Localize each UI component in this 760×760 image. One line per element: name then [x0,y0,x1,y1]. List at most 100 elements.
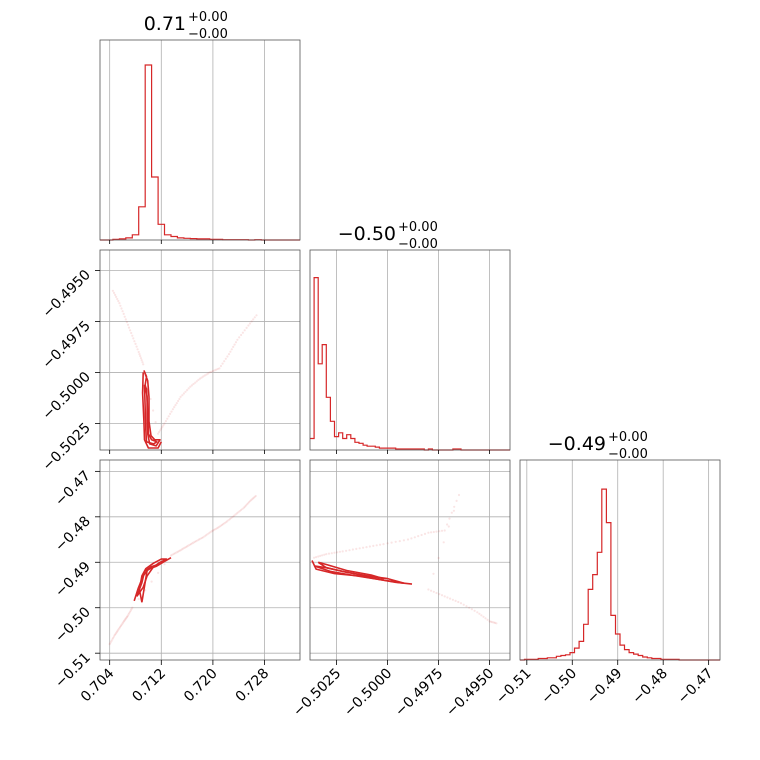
sample-point [480,614,483,617]
sample-point [194,381,197,384]
sample-point [330,552,333,555]
y-tick-label: −0.47 [52,468,94,510]
sample-point [243,329,246,332]
sample-point [177,399,180,403]
sample-point [234,513,237,516]
sample-point [207,372,210,375]
scatter-panel-frame [99,459,301,661]
density-contour [141,372,163,449]
sample-point [248,500,251,504]
sample-point [195,540,198,543]
sample-point [319,554,322,558]
sample-point [120,307,123,310]
panel-title-upper-error: +0.00 [188,10,228,25]
sample-point [210,370,213,373]
sample-point [208,371,211,374]
panel-title-value: −0.49 [548,433,606,455]
density-contour [143,384,158,445]
sample-point [442,541,445,544]
sample-point [140,359,143,362]
sample-point [423,532,427,536]
sample-point [226,355,229,358]
sample-point [228,518,231,521]
sample-point [402,539,405,542]
sample-point [432,590,435,593]
sample-point [135,345,138,348]
sample-point [124,617,127,620]
sample-point [163,563,166,566]
sample-point [240,333,243,337]
sample-point [173,406,176,409]
sample-point [454,599,457,603]
sample-point [182,547,185,550]
panel-title-lower-error: −0.00 [608,447,648,462]
histogram-step-line [310,277,510,451]
sample-point [443,529,446,532]
sample-point [197,538,201,541]
sample-point [217,526,220,529]
sample-point [213,528,216,531]
sample-point [109,641,112,644]
sample-point [118,302,121,305]
x-tick-label: −0.49 [584,666,626,708]
sample-point [452,509,455,512]
sample-point [200,536,203,540]
sample-point [184,390,187,393]
sample-point [470,608,473,611]
sample-point [124,618,127,621]
sample-point [482,615,485,618]
sample-point [413,536,416,539]
sample-point [131,334,134,337]
sample-point [202,536,205,539]
sample-point [166,417,169,420]
sample-point [430,531,433,534]
sample-point [157,432,160,435]
sample-point [116,297,119,301]
sample-point [112,291,116,294]
sample-point [478,612,481,615]
sample-point [432,572,435,575]
sample-point [124,318,127,321]
sample-point [224,357,227,360]
sample-point [223,522,226,525]
sample-point [220,523,223,527]
x-tick-label: −0.47 [675,666,717,708]
sample-point [241,507,244,510]
sample-point [115,295,118,298]
sample-point [134,342,137,345]
sample-point [249,499,252,502]
sample-point [186,545,189,548]
density-contour [133,557,172,602]
sample-point [240,508,243,512]
sample-point [190,384,193,387]
sample-point [172,552,175,556]
sample-point [250,498,253,501]
panel-title-lower-error: −0.00 [188,27,228,42]
sample-point [250,320,253,323]
sample-point [205,373,208,376]
sample-point [159,429,162,432]
sample-point [123,619,126,622]
sample-point [126,614,129,618]
sample-point [358,547,361,550]
sample-point [213,369,216,372]
sample-point [198,377,202,380]
sample-point [204,534,208,537]
sample-point [440,594,444,597]
sample-point [247,502,250,505]
sample-point [127,613,130,616]
histogram-step-line [100,64,300,241]
sample-point [427,531,430,534]
sample-point [488,620,491,623]
sample-point [238,336,241,339]
y-tick-label: −0.48 [52,513,94,555]
sample-point [164,420,167,423]
x-tick-label: 0.720 [181,666,221,706]
sample-point [459,602,463,605]
sample-point [348,549,351,552]
sample-point [355,547,358,551]
x-tick-label: 0.712 [129,666,169,706]
sample-point [372,544,375,548]
sample-point [169,412,172,415]
sample-point [247,324,250,327]
